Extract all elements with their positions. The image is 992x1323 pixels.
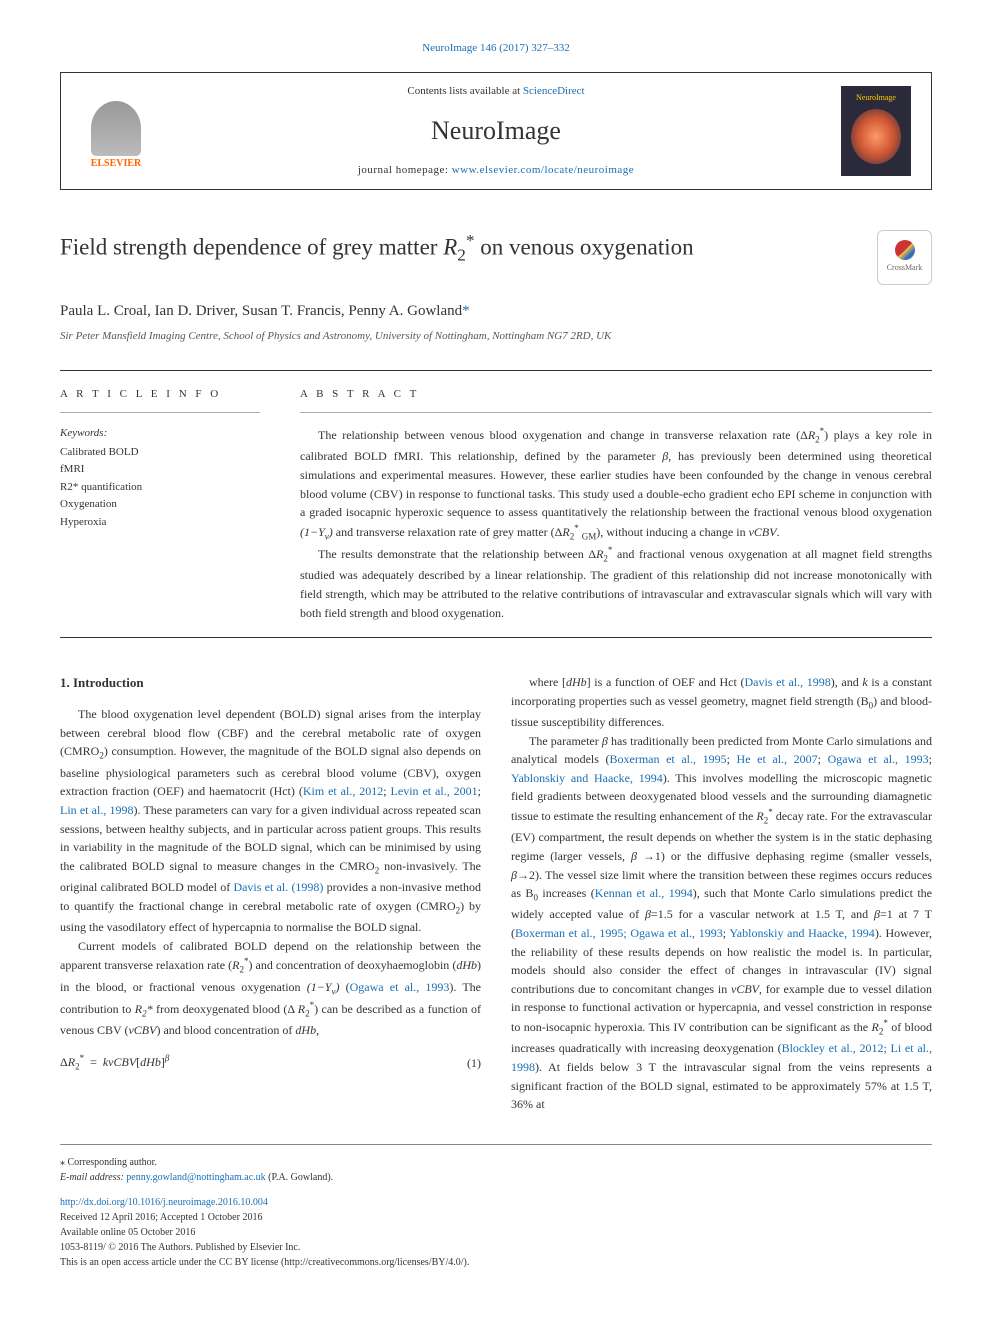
abstract-paragraph: The results demonstrate that the relatio… [300, 544, 932, 622]
journal-name: NeuroImage [151, 111, 841, 150]
journal-homepage-link[interactable]: www.elsevier.com/locate/neuroimage [452, 164, 634, 176]
homepage-line: journal homepage: www.elsevier.com/locat… [151, 162, 841, 179]
journal-reference-link[interactable]: NeuroImage 146 (2017) 327–332 [422, 42, 570, 54]
journal-reference: NeuroImage 146 (2017) 327–332 [60, 40, 932, 57]
sciencedirect-link[interactable]: ScienceDirect [523, 85, 585, 97]
elsevier-logo: ELSEVIER [81, 91, 151, 171]
keyword-item: R2* quantification [60, 479, 260, 497]
keyword-item: Oxygenation [60, 496, 260, 514]
keywords-label: Keywords: [60, 425, 260, 442]
contents-prefix: Contents lists available at [407, 85, 522, 97]
email-line: E-mail address: penny.gowland@nottingham… [60, 1170, 932, 1185]
journal-header-box: ELSEVIER Contents lists available at Sci… [60, 72, 932, 190]
body-paragraph: Current models of calibrated BOLD depend… [60, 937, 481, 1040]
email-suffix: (P.A. Gowland). [266, 1172, 334, 1183]
journal-cover-thumbnail: NeuroImage [841, 86, 911, 176]
crossmark-label: CrossMark [887, 262, 923, 274]
equation-number: (1) [467, 1054, 481, 1073]
article-info-column: A R T I C L E I N F O Keywords: Calibrat… [60, 371, 260, 638]
email-label: E-mail address: [60, 1172, 126, 1183]
cover-title: NeuroImage [856, 92, 896, 104]
body-paragraph: The parameter β has traditionally been p… [511, 732, 932, 1114]
affiliation: Sir Peter Mansfield Imaging Centre, Scho… [60, 328, 932, 345]
body-paragraph: where [dHb] is a function of OEF and Hct… [511, 673, 932, 732]
keyword-item: Hyperoxia [60, 514, 260, 532]
footer-block: ⁎ Corresponding author. E-mail address: … [60, 1144, 932, 1270]
available-line: Available online 05 October 2016 [60, 1225, 932, 1240]
keyword-item: Calibrated BOLD [60, 444, 260, 462]
authors: Paula L. Croal, Ian D. Driver, Susan T. … [60, 300, 932, 323]
equation-row: ΔR2* = kvCBV[dHb]β (1) [60, 1052, 481, 1074]
crossmark-badge[interactable]: CrossMark [877, 230, 932, 285]
keyword-item: fMRI [60, 461, 260, 479]
corresponding-email-link[interactable]: penny.gowland@nottingham.ac.uk [126, 1172, 265, 1183]
received-line: Received 12 April 2016; Accepted 1 Octob… [60, 1210, 932, 1225]
equation: ΔR2* = kvCBV[dHb]β [60, 1052, 169, 1074]
section-heading-introduction: 1. Introduction [60, 673, 481, 693]
body-columns: 1. Introduction The blood oxygenation le… [60, 673, 932, 1114]
elsevier-label: ELSEVIER [91, 156, 142, 171]
article-info-heading: A R T I C L E I N F O [60, 386, 260, 414]
crossmark-icon [895, 240, 915, 260]
homepage-prefix: journal homepage: [358, 164, 452, 176]
body-paragraph: The blood oxygenation level dependent (B… [60, 705, 481, 936]
cover-brain-icon [851, 109, 901, 164]
doi-link[interactable]: http://dx.doi.org/10.1016/j.neuroimage.2… [60, 1197, 268, 1208]
corresponding-author-note: ⁎ Corresponding author. [60, 1155, 932, 1170]
elsevier-tree-icon [91, 101, 141, 156]
issn-line: 1053-8119/ © 2016 The Authors. Published… [60, 1240, 932, 1255]
license-line: This is an open access article under the… [60, 1255, 932, 1270]
abstract-column: A B S T R A C T The relationship between… [300, 371, 932, 638]
article-title: Field strength dependence of grey matter… [60, 230, 857, 267]
abstract-heading: A B S T R A C T [300, 386, 932, 414]
contents-line: Contents lists available at ScienceDirec… [151, 83, 841, 100]
abstract-paragraph: The relationship between venous blood ox… [300, 425, 932, 544]
